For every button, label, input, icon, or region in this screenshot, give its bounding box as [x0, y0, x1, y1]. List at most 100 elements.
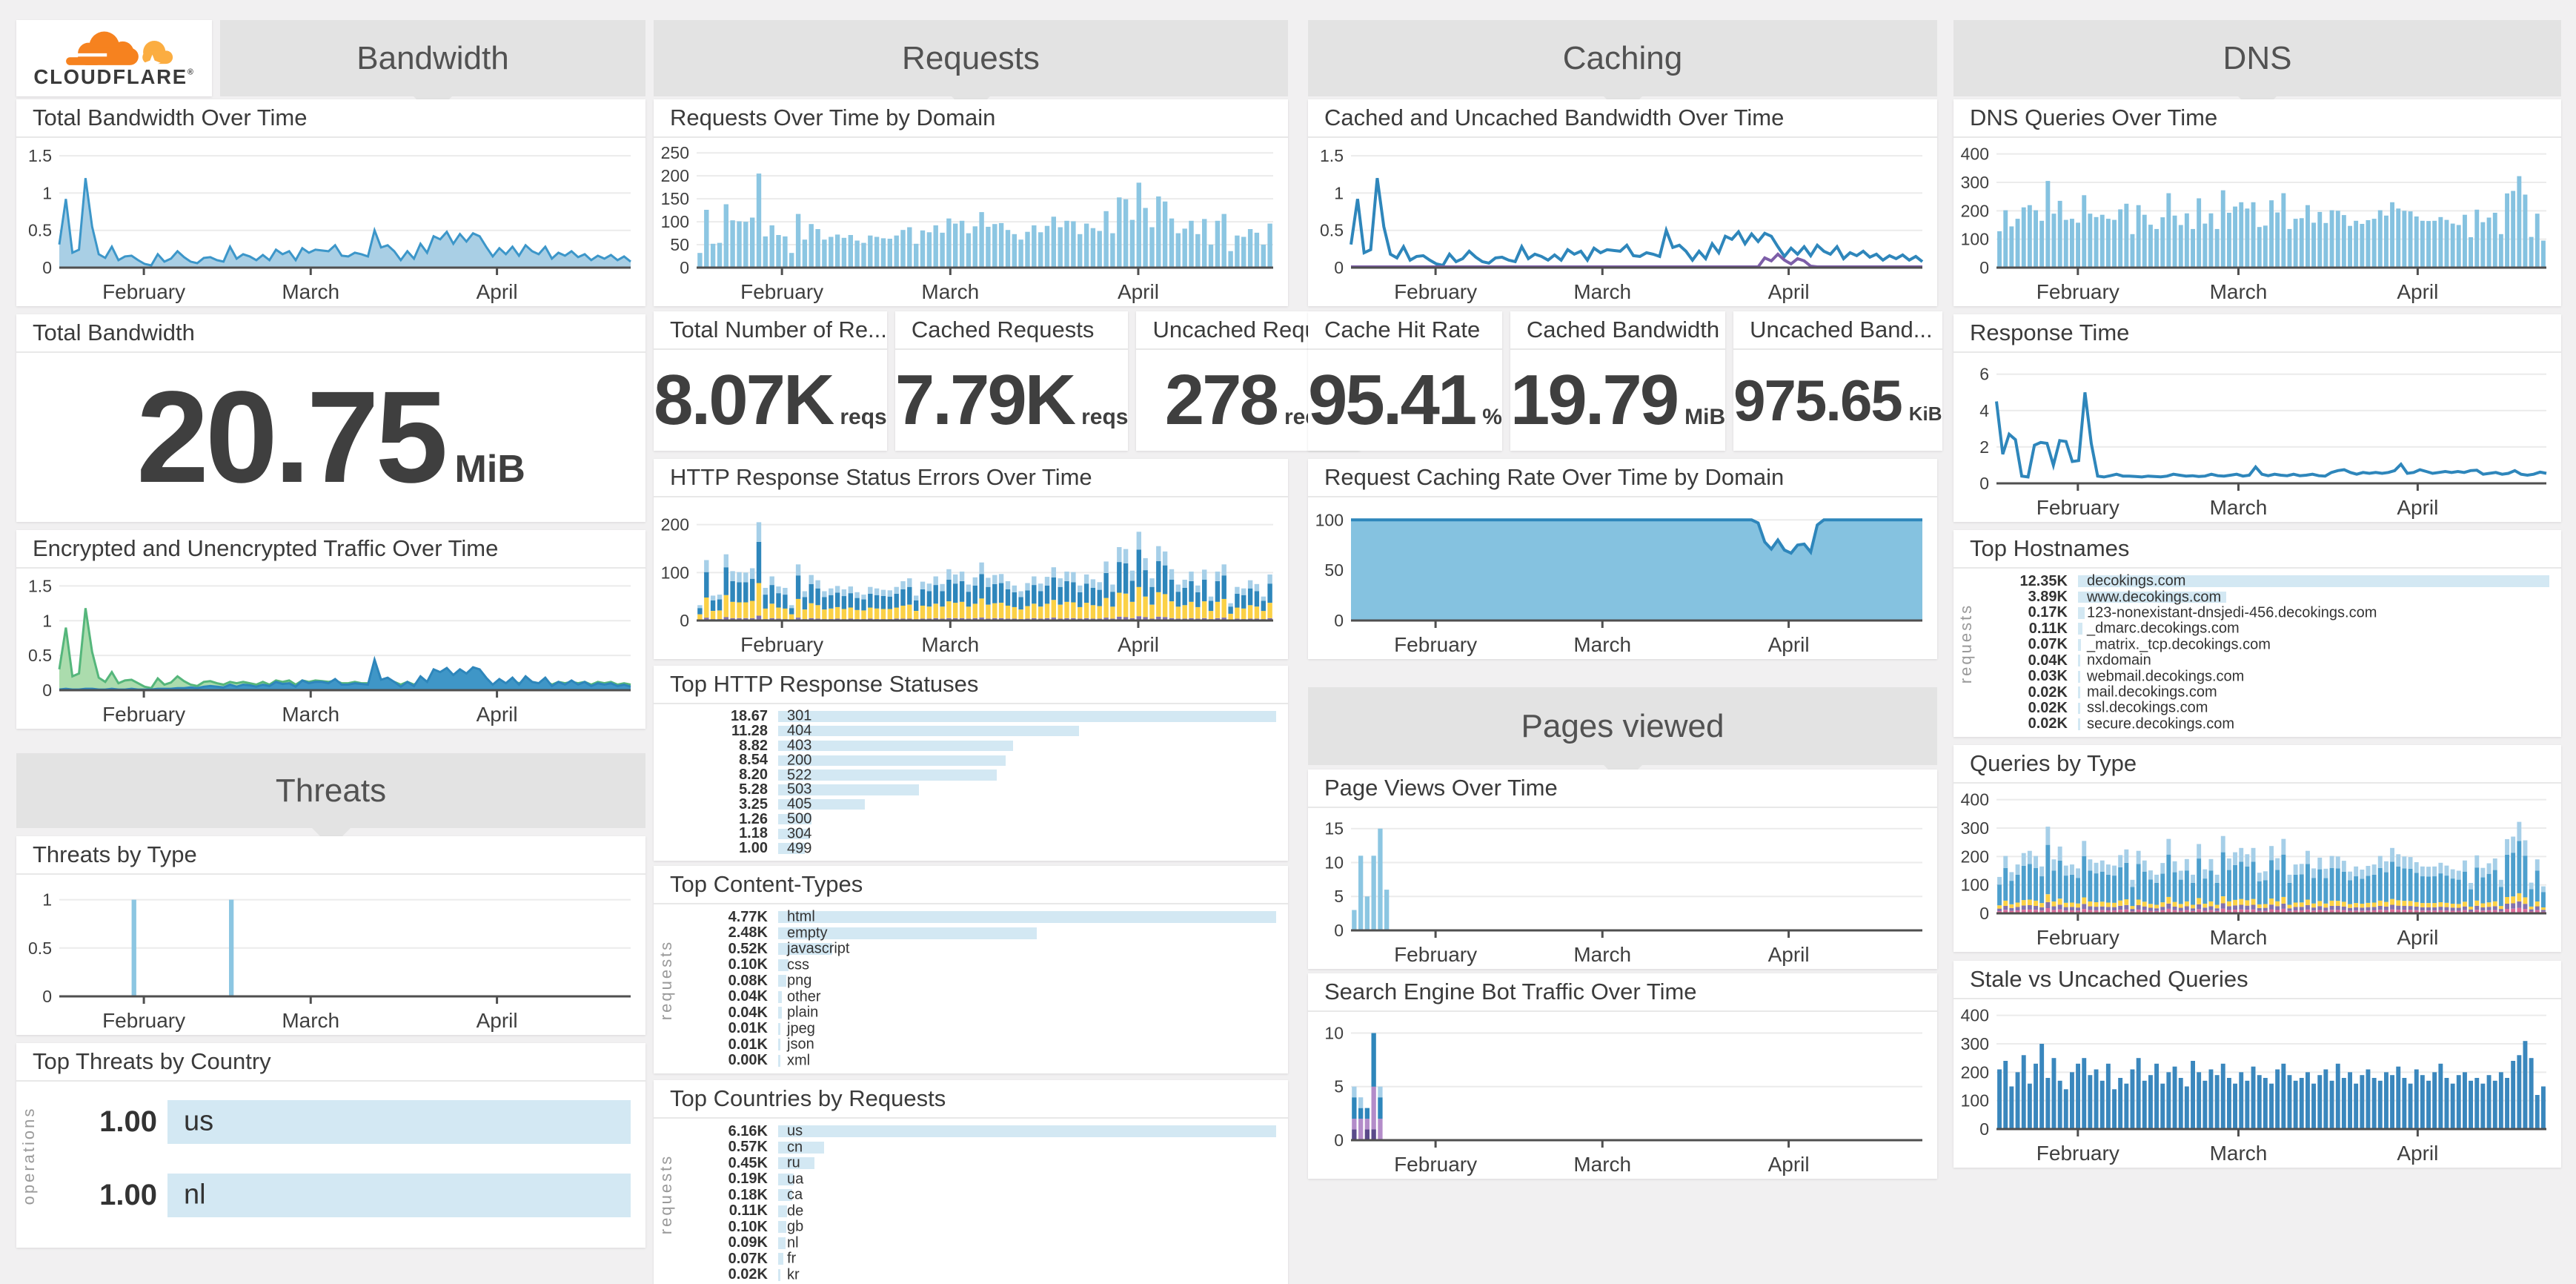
list-item-value: 0.18K [728, 1186, 768, 1203]
list-item-bar: jpeg [778, 1020, 1276, 1036]
encrypted-unencrypted-traffic-chart: 0 0.5 1 1.5 February March April [16, 569, 645, 729]
card-top-statuses: Top HTTP Response Statuses 18.67 301 11.28… [654, 666, 1288, 861]
list-item-label: html [787, 908, 815, 925]
list-item-value: 0.52K [728, 940, 768, 957]
requests-over-time-chart: 0 50 100 150 200 250 February March April [654, 138, 1288, 306]
svg-text:April: April [1118, 633, 1159, 656]
section-header-caching[interactable]: Caching [1308, 20, 1937, 116]
top-threats-by-country-list: 1.00 us 1.00 nl [16, 1082, 645, 1248]
list-item-bar: www.decokings.com [2078, 589, 2549, 605]
list-item-bar: webmail.decokings.com [2078, 668, 2549, 684]
svg-text:2: 2 [1979, 437, 1989, 457]
threats-by-type-chart: 0 0.5 1 February March April [16, 875, 645, 1035]
svg-text:0: 0 [1334, 258, 1344, 277]
list-item-bar: mail.decokings.com [2078, 684, 2549, 701]
card-total-bandwidth: Total Bandwidth 20.75 MiB [16, 314, 645, 522]
svg-text:50: 50 [670, 235, 689, 254]
list-item-bar: nl [778, 1234, 1276, 1251]
list-item-label: ru [787, 1154, 800, 1171]
svg-text:February: February [102, 1009, 185, 1032]
svg-text:March: March [282, 280, 339, 303]
list-item-bar: _matrix._tcp.decokings.com [2078, 636, 2549, 652]
list-item-label: fr [787, 1250, 797, 1267]
card-bot-traffic: Search Engine Bot Traffic Over Time 0 5 10… [1308, 973, 1937, 1179]
svg-text:March: March [1573, 1153, 1631, 1176]
list-item-value: 3.89K [2028, 589, 2068, 606]
y-axis-label: requests [657, 1154, 675, 1235]
cached-bandwidth-value: 19.79 [1510, 360, 1679, 440]
list-item-bar: json [778, 1036, 1276, 1053]
svg-text:0.5: 0.5 [28, 646, 52, 665]
list-item: 8.20 522 [679, 767, 1276, 784]
svg-text:0: 0 [680, 611, 689, 630]
cached-requests-unit: reqs [1081, 405, 1129, 429]
section-header-pages-viewed[interactable]: Pages viewed [1308, 687, 1937, 784]
list-item-label: javascript [787, 940, 850, 957]
list-item-value: 0.02K [728, 1266, 768, 1283]
list-item: 0.52K javascript [679, 940, 1276, 957]
svg-text:February: February [1394, 280, 1477, 303]
total-bandwidth-unit: MiB [454, 448, 525, 491]
list-item-bar: gb [778, 1219, 1276, 1235]
card-title: HTTP Response Status Errors Over Time [654, 459, 1288, 497]
svg-text:0: 0 [1979, 904, 1989, 923]
section-header-bandwidth[interactable]: Bandwidth [220, 20, 645, 116]
list-item: 0.03K webmail.decokings.com [1979, 668, 2549, 684]
list-item: 0.02K kr [679, 1266, 1276, 1283]
list-item-bar: kr [778, 1266, 1276, 1283]
list-item-value: 0.57K [728, 1139, 768, 1156]
list-item: 0.00K xml [679, 1052, 1276, 1068]
total-requests-unit: reqs [840, 405, 887, 429]
list-item-bar: css [778, 956, 1276, 973]
list-item-label: secure.decokings.com [2087, 715, 2234, 732]
list-item: 0.08K png [679, 972, 1276, 989]
card-title: Request Caching Rate Over Time by Domain [1308, 459, 1937, 497]
list-item-bar: us [778, 1123, 1276, 1139]
list-item-value: 3.25 [739, 795, 768, 813]
list-item-bar: nl [167, 1173, 631, 1218]
card-title: Total Bandwidth Over Time [16, 99, 645, 138]
card-title: Uncached Band... [1733, 311, 1942, 350]
svg-text:0: 0 [42, 681, 52, 700]
card-cached-requests: Cached Requests 7.79K reqs [894, 311, 1129, 451]
section-header-requests[interactable]: Requests [654, 20, 1288, 116]
card-requests-over-time: Requests Over Time by Domain 0 50 100 150 20… [654, 99, 1288, 306]
section-header-dns[interactable]: DNS [1953, 20, 2561, 116]
svg-text:150: 150 [661, 189, 689, 208]
svg-text:0: 0 [1334, 1131, 1344, 1150]
card-total-bandwidth-over-time: Total Bandwidth Over Time 0 0.5 1 1.5 Februa… [16, 99, 645, 306]
svg-text:0.5: 0.5 [28, 221, 52, 240]
list-item-label: 304 [787, 825, 812, 842]
list-item-value: 0.08K [728, 972, 768, 989]
svg-text:February: February [2036, 496, 2119, 519]
list-item-value: 0.10K [728, 1218, 768, 1235]
svg-text:March: March [921, 280, 979, 303]
section-title: Caching [1562, 39, 1683, 76]
section-header-threats[interactable]: Threats [16, 753, 645, 847]
list-item-value: 4.77K [728, 908, 768, 925]
list-item-value: 0.02K [2028, 684, 2068, 701]
card-title: Top Countries by Requests [654, 1080, 1288, 1119]
list-item-value: 1.26 [739, 810, 768, 827]
list-item-bar: ru [778, 1154, 1276, 1171]
svg-text:50: 50 [1324, 560, 1344, 580]
card-title: Cache Hit Rate [1308, 311, 1502, 350]
list-item-bar: 405 [778, 796, 1276, 813]
section-title: Requests [902, 39, 1040, 76]
svg-text:10: 10 [1324, 853, 1344, 872]
list-item-bar: empty [778, 924, 1276, 941]
svg-text:April: April [1118, 280, 1159, 303]
cached-bandwidth-unit: MiB [1684, 405, 1726, 429]
section-title: DNS [2223, 39, 2292, 76]
list-item-value: 8.20 [739, 767, 768, 784]
svg-text:April: April [1768, 943, 1810, 966]
list-item: 0.02K ssl.decokings.com [1979, 700, 2549, 716]
cloudflare-cloud-icon: CLOUDFLARE® [33, 31, 193, 87]
list-item: 1.00 499 [679, 840, 1276, 856]
card-title: DNS Queries Over Time [1953, 99, 2561, 138]
svg-text:April: April [1768, 633, 1810, 656]
svg-text:February: February [740, 633, 823, 656]
list-item: 0.11K de [679, 1202, 1276, 1219]
list-item: 0.04K plain [679, 1005, 1276, 1021]
svg-text:400: 400 [1961, 145, 1989, 164]
